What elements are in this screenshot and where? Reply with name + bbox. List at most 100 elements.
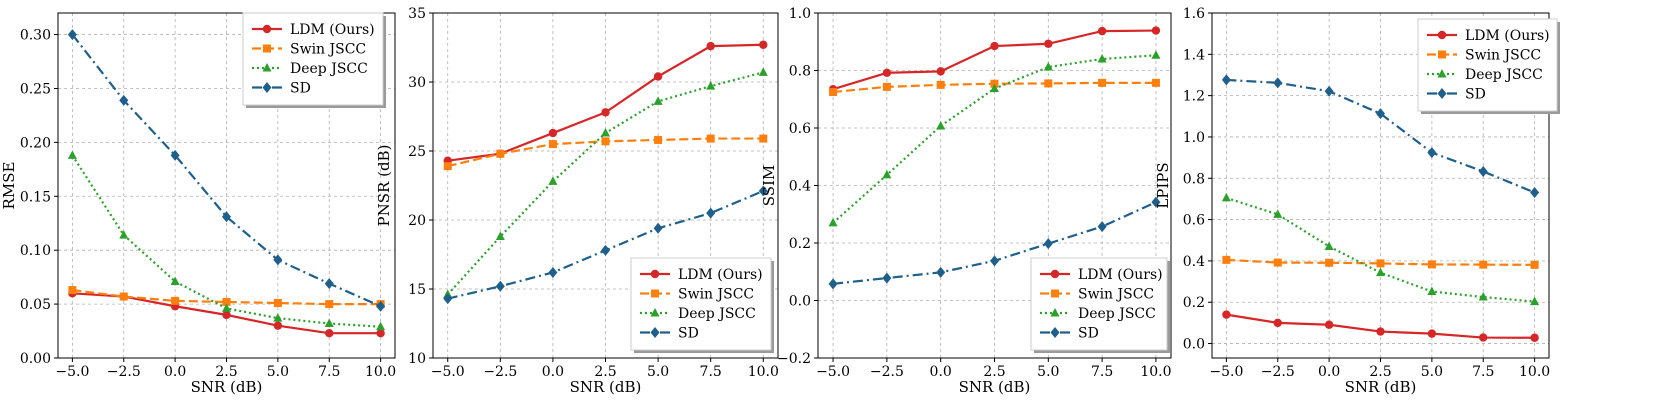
x-tick-label: −2.5 [107, 364, 141, 380]
data-point-deep-jscc [376, 321, 386, 331]
y-tick-label: 15 [408, 282, 426, 298]
x-tick-label: 2.5 [1369, 364, 1391, 380]
data-point-ldm-ours [936, 67, 945, 76]
data-point-sd [601, 244, 610, 256]
data-point-ldm-ours [1530, 333, 1539, 342]
data-point-ldm-ours [759, 40, 768, 49]
legend-label-sd: SD [1078, 326, 1099, 342]
legend: LDM (Ours) Swin JSCC Deep JSCC SD [1417, 18, 1560, 114]
series-deep-jscc [67, 150, 386, 331]
series-swin-jscc [1222, 255, 1539, 269]
y-tick-label: 0.8 [1183, 171, 1205, 187]
data-point-sd [376, 300, 386, 312]
data-point-sd [1530, 187, 1540, 199]
data-point-swin-jscc [1151, 78, 1160, 87]
y-tick-label: 0.2 [789, 236, 811, 252]
data-point-deep-jscc [273, 313, 283, 322]
data-point-ldm-ours [1376, 327, 1385, 336]
x-axis-label: SNR (dB) [570, 378, 642, 396]
legend-marker-ldm-ours [1437, 30, 1447, 40]
x-tick-label: −2.5 [483, 364, 517, 380]
data-point-sd [1151, 196, 1161, 208]
x-tick-label: 7.5 [318, 364, 340, 380]
y-tick-label: 0.8 [789, 64, 811, 80]
y-tick-label: 0.25 [20, 81, 51, 97]
data-point-swin-jscc [706, 134, 715, 143]
data-point-ldm-ours [1044, 39, 1053, 48]
data-point-deep-jscc [495, 231, 505, 241]
data-point-ldm-ours [548, 128, 558, 138]
data-point-ldm-ours [601, 108, 610, 117]
data-point-sd [548, 266, 558, 278]
data-point-sd [67, 29, 77, 41]
data-point-ldm-ours [1324, 320, 1334, 329]
data-point-deep-jscc [1324, 241, 1334, 250]
data-point-ldm-ours [1151, 26, 1161, 35]
data-point-deep-jscc [1530, 296, 1540, 306]
data-point-sd [1376, 108, 1385, 120]
data-point-swin-jscc [443, 162, 452, 171]
chart-panel-ssim: −5.0 −2.5 0.0 2.5 5.0 7.5 10.0 −0.2 0.0 0.2 0.4 0.6… [760, 6, 1172, 396]
data-point-sd [706, 207, 716, 219]
y-tick-label: 30 [408, 75, 426, 91]
legend: LDM (Ours) Swin JSCC Deep JSCC SD [242, 12, 386, 108]
data-point-sd [222, 211, 231, 223]
legend-marker-deep-jscc [1437, 69, 1447, 78]
legend-label-ldm-ours: LDM (Ours) [290, 22, 375, 38]
data-point-ldm-ours [653, 72, 663, 81]
data-point-sd [273, 254, 283, 266]
data-point-deep-jscc [936, 120, 946, 130]
series-deep-jscc [443, 67, 768, 299]
data-point-swin-jscc [882, 82, 891, 91]
y-tick-label: 0.15 [20, 189, 51, 205]
x-tick-label: 10.0 [1140, 364, 1171, 380]
x-axis-label: SNR (dB) [191, 378, 263, 396]
x-tick-label: 5.0 [267, 364, 289, 380]
legend-marker-swin-jscc [263, 44, 271, 53]
x-tick-label: −5.0 [1209, 364, 1243, 380]
data-point-sd [882, 272, 892, 284]
x-tick-label: 7.5 [1091, 364, 1113, 380]
x-tick-label: 10.0 [365, 364, 396, 380]
data-point-deep-jscc [548, 176, 558, 185]
x-tick-label: 10.0 [748, 364, 779, 380]
data-point-swin-jscc [222, 297, 231, 306]
legend-label-deep-jscc: Deep JSCC [290, 61, 368, 77]
data-point-sd [936, 266, 946, 278]
data-point-deep-jscc [1151, 50, 1161, 59]
data-point-swin-jscc [1098, 78, 1107, 87]
series-ldm-ours [1222, 310, 1539, 342]
y-tick-label: 25 [408, 144, 426, 160]
y-tick-label: 0.00 [20, 351, 51, 367]
legend-marker-sd [1050, 327, 1060, 338]
data-point-ldm-ours [882, 68, 892, 78]
y-axis-label: PNSR (dB) [375, 145, 393, 227]
legend-label-ldm-ours: LDM (Ours) [1078, 267, 1163, 283]
x-tick-label: 7.5 [700, 364, 722, 380]
data-point-sd [1478, 165, 1488, 177]
data-point-deep-jscc [119, 230, 129, 239]
legend-label-deep-jscc: Deep JSCC [1078, 306, 1156, 322]
series-ldm-ours [828, 26, 1161, 94]
x-tick-label: −5.0 [816, 364, 850, 380]
y-tick-label: 1.0 [789, 6, 811, 22]
data-point-sd [990, 255, 999, 267]
data-point-deep-jscc [324, 318, 334, 327]
legend-marker-sd [650, 327, 660, 338]
legend-marker-swin-jscc [1051, 289, 1059, 298]
data-point-deep-jscc [1273, 209, 1283, 218]
legend-label-sd: SD [290, 81, 311, 97]
x-tick-label: −5.0 [55, 364, 89, 380]
y-tick-label: 0.0 [789, 294, 811, 310]
y-tick-label: 1.2 [1183, 89, 1205, 105]
data-point-swin-jscc [1222, 255, 1231, 264]
y-tick-label: 10 [408, 351, 426, 367]
legend-marker-ldm-ours [650, 269, 660, 279]
data-point-swin-jscc [759, 134, 768, 143]
x-tick-label: 0.0 [164, 364, 186, 380]
y-tick-label: 35 [408, 6, 426, 22]
legend-label-swin-jscc: Swin JSCC [290, 42, 366, 58]
y-tick-label: 0.0 [1183, 337, 1205, 353]
data-point-deep-jscc [67, 150, 77, 159]
data-point-deep-jscc [828, 217, 838, 227]
